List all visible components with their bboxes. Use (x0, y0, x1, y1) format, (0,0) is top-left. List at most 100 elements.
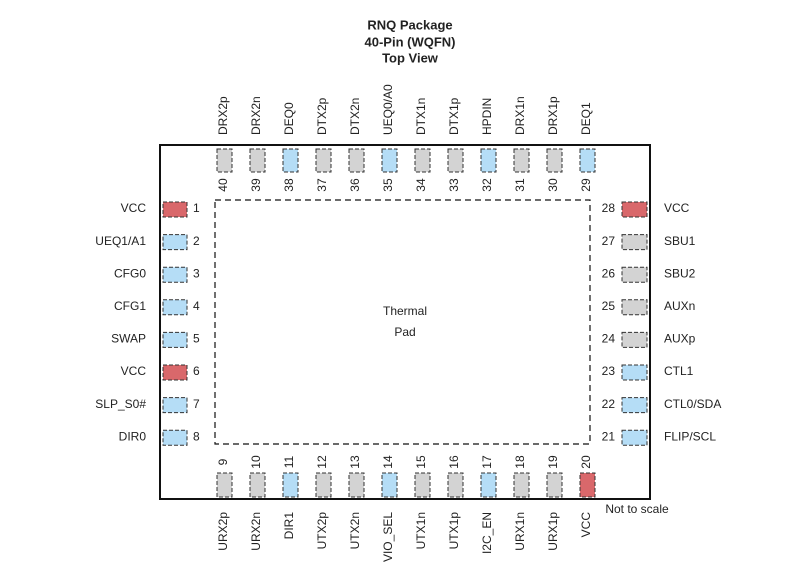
pin-pad (315, 148, 332, 173)
pin-name: CTL0/SDA (664, 397, 721, 411)
pin-pad (621, 266, 648, 283)
pin-name: CFG0 (114, 266, 146, 280)
pin-name: URX2n (249, 512, 263, 551)
pin-name: VIO_SEL (381, 512, 395, 562)
pin-number: 39 (249, 178, 263, 192)
pin-pad (621, 234, 648, 251)
pin-number: 6 (193, 364, 200, 378)
pin-number: 12 (315, 455, 329, 469)
pin-number: 35 (381, 178, 395, 192)
pin-name: DRX1n (513, 96, 527, 135)
pin-pad (414, 148, 431, 173)
pin-number: 13 (348, 455, 362, 469)
pin-number: 30 (546, 178, 560, 192)
pin-name: DRX1p (546, 96, 560, 135)
pin-pad (162, 331, 188, 348)
pin-number: 34 (414, 178, 428, 192)
pin-number: 24 (602, 332, 616, 346)
pin-name: UEQ0/A0 (381, 84, 395, 135)
pin-name: VCC (579, 512, 593, 538)
pin-number: 33 (447, 178, 461, 192)
pin-name: CFG1 (114, 299, 146, 313)
pin-number: 29 (579, 178, 593, 192)
pin-name: FLIP/SCL (664, 429, 716, 443)
title: Top View (382, 50, 439, 65)
pin-name: DEQ0 (282, 102, 296, 135)
pin-pad (621, 429, 648, 446)
pin-pad (414, 472, 431, 498)
pin-name: DTX2n (348, 98, 362, 135)
pin-pad (546, 148, 563, 173)
pin-number: 5 (193, 332, 200, 346)
pin-pad (447, 472, 464, 498)
pin-pad (579, 148, 596, 173)
pin-pad (216, 472, 233, 498)
pin-number: 31 (513, 178, 527, 192)
pin-pad (162, 266, 188, 283)
pin-pad (621, 397, 648, 414)
pin-pad (315, 472, 332, 498)
pin-pad (249, 472, 266, 498)
pin-name: UTX1p (447, 512, 461, 550)
pin-number: 32 (480, 178, 494, 192)
pin-name: UEQ1/A1 (95, 234, 146, 248)
package-outline (159, 144, 651, 500)
pin-pad (621, 299, 648, 316)
pin-name: VCC (121, 201, 147, 215)
pin-pad (621, 201, 648, 218)
pin-number: 2 (193, 234, 200, 248)
pin-name: AUXn (664, 299, 695, 313)
pin-pad (621, 364, 648, 381)
thermal-pad-label: Pad (394, 325, 415, 339)
pin-name: DRX2n (249, 96, 263, 135)
pin-name: DTX1p (447, 97, 461, 135)
pin-number: 38 (282, 178, 296, 192)
pin-number: 4 (193, 299, 200, 313)
pin-name: DRX2p (216, 96, 230, 135)
pin-pad (348, 148, 365, 173)
pin-name: UTX2p (315, 512, 329, 550)
pin-name: UTX2n (348, 512, 362, 549)
pin-name: CTL1 (664, 364, 694, 378)
pin-name: DTX1n (414, 98, 428, 135)
title: RNQ Package (367, 17, 452, 32)
pin-number: 3 (193, 266, 200, 280)
pin-number: 19 (546, 455, 560, 469)
pin-number: 23 (602, 364, 616, 378)
pin-name: DEQ1 (579, 102, 593, 135)
pin-pad (480, 472, 497, 498)
pin-number: 1 (193, 201, 200, 215)
pin-pad (348, 472, 365, 498)
pin-pad (282, 148, 299, 173)
pin-number: 15 (414, 455, 428, 469)
pin-name: AUXp (664, 332, 696, 346)
thermal-pad (214, 199, 591, 445)
pin-pad (282, 472, 299, 498)
pin-name: DIR1 (282, 512, 296, 540)
pin-pad (546, 472, 563, 498)
pin-pad (162, 364, 188, 381)
pin-name: VCC (121, 364, 147, 378)
pin-name: UTX1n (414, 512, 428, 549)
pin-number: 18 (513, 455, 527, 469)
pin-pad (381, 148, 398, 173)
pin-number: 36 (348, 178, 362, 192)
pin-number: 27 (602, 234, 616, 248)
pin-name: HPDIN (480, 98, 494, 135)
pin-pad (216, 148, 233, 173)
pin-pad (249, 148, 266, 173)
pin-number: 21 (602, 429, 616, 443)
pin-pad (513, 472, 530, 498)
pin-name: URX2p (216, 512, 230, 551)
pin-name: VCC (664, 201, 690, 215)
pin-pad (480, 148, 497, 173)
pin-number: 20 (579, 455, 593, 469)
pin-pad (162, 299, 188, 316)
pin-name: SWAP (111, 332, 146, 346)
pin-pad (579, 472, 596, 498)
pin-number: 40 (216, 178, 230, 192)
pin-pad (621, 331, 648, 348)
